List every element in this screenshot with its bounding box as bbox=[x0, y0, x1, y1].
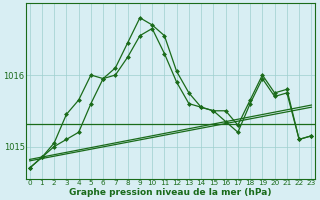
X-axis label: Graphe pression niveau de la mer (hPa): Graphe pression niveau de la mer (hPa) bbox=[69, 188, 272, 197]
